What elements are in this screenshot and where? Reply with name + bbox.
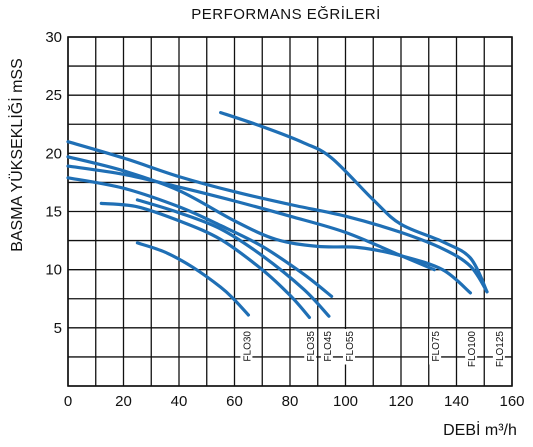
series-label-background [492,329,505,371]
x-tick-label: 160 [499,393,524,410]
series-labels: FLO30 FLO35 FLO45 FLO55 FLO75 FLO100 FLO125 [240,329,506,371]
series-label-background [343,329,355,365]
x-tick-label: 60 [226,393,243,410]
series-label-flo35: FLO35 [304,329,317,365]
series-label-flo30: FLO30 [240,329,253,365]
series-label-text: FLO55 [345,331,356,362]
x-tick-label: 100 [333,393,358,410]
series-line-unlabeled [219,111,489,294]
y-tick-label: 10 [45,262,62,279]
series-line-flo45 [135,198,331,318]
series-line-flo35 [99,201,311,319]
series-label-flo75: FLO75 [429,329,442,365]
series-label-flo100: FLO100 [465,329,478,371]
series-label-text: FLO75 [431,331,442,362]
series-label-flo45: FLO45 [320,329,334,365]
tick-labels: 0 20 40 60 80 100 120 140 160 5 10 15 20 25 30 [45,29,524,410]
series-label-text: FLO30 [242,331,253,362]
x-tick-label: 120 [388,393,413,410]
series-line-flo30 [135,241,250,317]
y-tick-label: 20 [45,145,62,162]
series-label-text: FLO45 [323,331,334,362]
series-label-flo55: FLO55 [343,329,356,365]
series-label-background [465,329,478,371]
series-label-background [320,329,333,365]
x-tick-label: 40 [171,393,188,410]
curves [66,111,489,319]
chart-title: PERFORMANS EĞRİLERİ [191,5,381,23]
y-tick-label: 25 [45,87,62,104]
grid [67,36,513,387]
series-line-flo125 [66,140,489,294]
series-label-background [240,329,253,365]
x-tick-label: 20 [115,393,132,410]
x-tick-label: 140 [444,393,469,410]
y-tick-label: 5 [54,320,62,337]
series-label-flo125: FLO125 [492,329,506,371]
y-tick-label: 30 [45,29,62,46]
x-axis-label: DEBİ m³/h [443,420,517,439]
series-line-flo100 [66,155,472,295]
series-label-text: FLO100 [467,331,478,368]
series-label-background [429,329,442,365]
series-label-background [304,329,317,365]
x-tick-label: 80 [282,393,299,410]
series-label-text: FLO35 [306,331,317,362]
series-line-flo55 [66,176,334,298]
y-tick-label: 15 [45,204,62,221]
y-axis-label: BASMA YÜKSEKLİĞİ mSS [7,58,26,252]
x-tick-label: 0 [64,393,72,410]
plot-frame [67,36,513,387]
series-label-text: FLO125 [495,331,506,368]
